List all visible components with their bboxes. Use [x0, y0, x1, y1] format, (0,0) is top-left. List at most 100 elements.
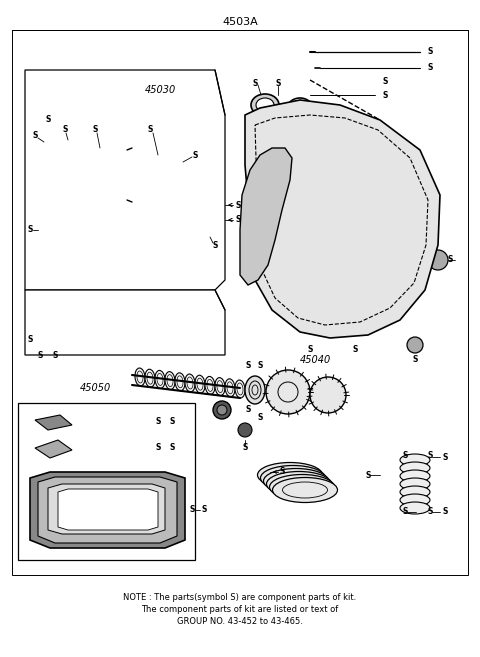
Text: S: S — [442, 507, 448, 516]
Ellipse shape — [273, 478, 337, 503]
Text: S: S — [245, 405, 251, 415]
Text: S: S — [402, 451, 408, 459]
Ellipse shape — [177, 319, 199, 332]
Ellipse shape — [175, 373, 185, 391]
Text: S: S — [235, 215, 240, 225]
Circle shape — [428, 250, 448, 270]
Text: NOTE : The parts(symbol S) are component parts of kit.: NOTE : The parts(symbol S) are component… — [123, 593, 357, 602]
Ellipse shape — [256, 98, 274, 112]
Text: 4503A: 4503A — [222, 17, 258, 27]
Text: S: S — [92, 125, 98, 135]
Polygon shape — [30, 472, 185, 548]
Polygon shape — [48, 484, 165, 534]
Ellipse shape — [400, 478, 430, 490]
Text: S: S — [427, 64, 432, 72]
Ellipse shape — [400, 502, 430, 514]
Ellipse shape — [102, 319, 124, 332]
Text: S: S — [156, 443, 161, 453]
Polygon shape — [25, 290, 225, 355]
Circle shape — [238, 423, 252, 437]
Text: S: S — [245, 361, 251, 369]
Ellipse shape — [52, 319, 74, 332]
Polygon shape — [35, 415, 72, 430]
Ellipse shape — [400, 470, 430, 482]
Polygon shape — [35, 440, 72, 458]
Circle shape — [61, 136, 79, 154]
Circle shape — [39, 136, 57, 154]
Ellipse shape — [225, 379, 235, 397]
Circle shape — [199, 224, 211, 236]
Polygon shape — [25, 70, 225, 290]
Text: S: S — [212, 240, 218, 250]
Ellipse shape — [400, 494, 430, 506]
Ellipse shape — [27, 319, 49, 332]
Text: S: S — [252, 78, 258, 87]
Text: S: S — [257, 413, 263, 422]
Text: S: S — [402, 507, 408, 516]
Polygon shape — [240, 148, 292, 285]
Ellipse shape — [165, 372, 175, 390]
Ellipse shape — [400, 486, 430, 498]
Text: S: S — [235, 200, 240, 210]
Text: S: S — [170, 443, 175, 453]
Circle shape — [217, 405, 227, 415]
Text: S: S — [307, 346, 312, 355]
Ellipse shape — [155, 173, 185, 196]
Text: GROUP NO. 43-452 to 43-465.: GROUP NO. 43-452 to 43-465. — [177, 618, 303, 627]
Polygon shape — [18, 403, 195, 560]
Polygon shape — [12, 30, 468, 575]
Text: S: S — [279, 468, 285, 476]
Text: S: S — [352, 346, 358, 355]
Text: S: S — [382, 78, 388, 87]
Ellipse shape — [245, 376, 265, 404]
Circle shape — [43, 140, 53, 150]
Text: S: S — [62, 125, 68, 135]
Text: S: S — [427, 47, 432, 57]
Text: S: S — [427, 451, 432, 459]
Ellipse shape — [261, 466, 325, 491]
Circle shape — [213, 401, 231, 419]
Text: S: S — [147, 125, 153, 135]
Ellipse shape — [145, 369, 155, 387]
Ellipse shape — [400, 454, 430, 466]
Ellipse shape — [269, 474, 335, 499]
Circle shape — [57, 449, 60, 453]
Text: S: S — [52, 350, 58, 359]
Ellipse shape — [155, 371, 165, 388]
Text: S: S — [170, 417, 175, 426]
Circle shape — [310, 377, 346, 413]
Text: S: S — [382, 91, 388, 99]
Text: S: S — [276, 78, 281, 87]
Ellipse shape — [195, 375, 205, 393]
Text: S: S — [27, 225, 33, 235]
Ellipse shape — [266, 472, 332, 497]
Text: The component parts of kit are listed or text of: The component parts of kit are listed or… — [142, 606, 338, 614]
Ellipse shape — [135, 368, 145, 386]
Text: S: S — [192, 150, 198, 160]
Polygon shape — [245, 100, 440, 338]
Text: S: S — [427, 507, 432, 516]
Text: S: S — [156, 417, 161, 426]
Ellipse shape — [152, 319, 174, 332]
Ellipse shape — [185, 374, 195, 392]
Ellipse shape — [257, 463, 323, 487]
Ellipse shape — [77, 319, 99, 332]
Circle shape — [266, 370, 310, 414]
Ellipse shape — [235, 380, 245, 398]
Polygon shape — [58, 489, 158, 530]
Text: S: S — [442, 453, 448, 461]
Text: S: S — [27, 336, 33, 344]
Text: S: S — [202, 505, 207, 514]
Text: S: S — [45, 116, 51, 124]
Text: 45040: 45040 — [300, 355, 331, 365]
Text: S: S — [257, 361, 263, 369]
Text: S: S — [189, 505, 195, 514]
Circle shape — [50, 447, 53, 449]
Ellipse shape — [205, 376, 215, 394]
Text: 45050: 45050 — [79, 383, 110, 393]
Circle shape — [65, 140, 75, 150]
Ellipse shape — [127, 319, 149, 332]
Text: S: S — [412, 355, 418, 365]
Ellipse shape — [264, 468, 328, 493]
Circle shape — [44, 443, 47, 447]
